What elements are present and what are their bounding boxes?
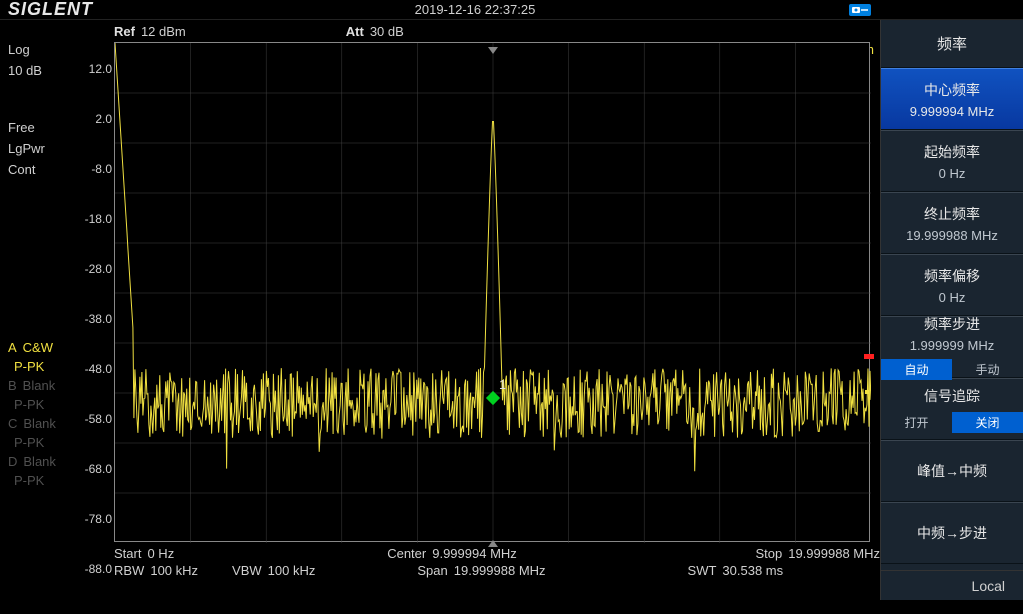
ref-value: 12 dBm [141,24,186,39]
topbar: SIGLENT 2019-12-16 22:37:25 [0,0,1023,20]
stop-value: 19.999988 MHz [788,546,880,561]
trace-c-mode: Blank [23,416,56,431]
ytick: -8.0 [80,164,112,214]
sidebar-header: 频率 [881,20,1023,68]
ytick: -28.0 [80,264,112,314]
sidebar-btn-6[interactable]: 峰值→中频 [881,440,1023,502]
att-value: 30 dB [370,24,404,39]
sidebar-btn-sub: 19.999988 MHz [906,228,998,243]
sidebar-btn-0[interactable]: 中心频率 9.999994 MHz [881,68,1023,130]
stop-label: Stop [755,546,782,561]
usb-icon [849,4,871,16]
ytick: -78.0 [80,514,112,564]
sidebar-btn-label: 终止频率 [924,204,980,224]
sweep-mode: Cont [8,162,62,177]
start-label: Start [114,546,141,561]
trig-mode: Free [8,120,62,135]
timestamp: 2019-12-16 22:37:25 [110,2,840,17]
swt-label: SWT [688,563,717,578]
toggle-left[interactable]: 打开 [881,412,952,433]
vbw-label: VBW [232,563,262,578]
trace-b-det: P-PK [14,397,44,412]
sidebar-btn-label: 信号追踪 [924,386,980,406]
trace-b-letter: B [8,378,17,393]
ytick: -38.0 [80,314,112,364]
marker-number: 1 [499,377,506,392]
sidebar-toggle[interactable]: 打开关闭 [881,412,1023,433]
ytick: 12.0 [80,64,112,114]
center-tick-bottom-icon [488,535,498,542]
ref-label: Ref [114,24,135,39]
toggle-right[interactable]: 手动 [952,359,1023,380]
mode-indicator-icon [865,390,869,394]
scale-div: 10 dB [8,63,62,78]
left-status-col: Log 10 dB Free LgPwr Cont [0,20,62,600]
sidebar-btn-label: 起始频率 [924,142,980,162]
center-value: 9.999994 MHz [432,546,517,561]
sidebar-btn-label: 频率偏移 [924,266,980,286]
swt-value: 30.538 ms [722,563,783,578]
bottom-info: Start 0 Hz Center 9.999994 MHz Stop 19.9999… [62,542,880,578]
trace-a-letter: A [8,340,17,355]
sidebar-btn-7[interactable]: 中频→步进 [881,502,1023,564]
sidebar-btn-sub: 1.999999 MHz [910,338,995,353]
sidebar-btn-label: 中心频率 [924,80,980,100]
ytick: -48.0 [80,364,112,414]
sidebar-btn-label: 频率步进 [924,314,980,334]
brand-logo: SIGLENT [0,0,110,20]
sidebar-btn-3[interactable]: 频率偏移 0 Hz [881,254,1023,316]
center-tick-top-icon [488,42,498,49]
trace-d-mode: Blank [23,454,56,469]
sidebar-btn-sub: 0 Hz [939,166,966,181]
trace-c-letter: C [8,416,17,431]
ref-level-tick-icon [864,354,874,359]
trace-a-mode: C&W [23,340,53,355]
sidebar-footer: Local [881,570,1023,600]
sidebar-btn-label: 峰值→中频 [917,461,987,481]
sidebar-btn-sub: 9.999994 MHz [910,104,995,119]
sidebar-btn-4[interactable]: 频率步进 1.999999 MHz 自动手动 [881,316,1023,378]
sidebar-toggle[interactable]: 自动手动 [881,359,1023,380]
sidebar-btn-2[interactable]: 终止频率 19.999988 MHz [881,192,1023,254]
start-value: 0 Hz [147,546,174,561]
ytick: -88.0 [80,564,112,614]
ytick: -18.0 [80,214,112,264]
sidebar-btn-1[interactable]: 起始频率 0 Hz [881,130,1023,192]
toggle-right[interactable]: 关闭 [952,412,1023,433]
sidebar-btn-label: 中频→步进 [917,523,987,543]
trace-b-mode: Blank [23,378,56,393]
y-axis-labels: 12.0 2.0 -8.0 -18.0 -28.0 -38.0 -48.0 -5… [80,64,112,614]
spectrum-svg [115,43,871,543]
power-mode: LgPwr [8,141,62,156]
rbw-label: RBW [114,563,144,578]
att-label: Att [346,24,364,39]
span-value: 19.999988 MHz [454,563,546,578]
plot-area: Ref12 dBm Att30 dB > M1 9.999994 MHz -59… [62,20,880,600]
sidebar-btn-sub: 0 Hz [939,290,966,305]
scale-type: Log [8,42,62,57]
sidebar: 频率 中心频率 9.999994 MHz 起始频率 0 Hz 终止频率 19.999988… [880,20,1023,600]
ytick: -68.0 [80,464,112,514]
center-label: Center [387,546,426,561]
rbw-value: 100 kHz [150,563,198,578]
ytick: 2.0 [80,114,112,164]
spectrum-display[interactable]: 1 [114,42,870,542]
ytick: -58.0 [80,414,112,464]
trace-a-det: P-PK [14,359,44,374]
span-label: Span [417,563,447,578]
sidebar-btn-5[interactable]: 信号追踪打开关闭 [881,378,1023,440]
trace-c-det: P-PK [14,435,44,450]
trace-d-letter: D [8,454,17,469]
info-row: Ref 12 dBm Att 30 dB [62,20,880,42]
usb-indicator [840,4,880,16]
vbw-value: 100 kHz [268,563,316,578]
trace-d-det: P-PK [14,473,44,488]
toggle-left[interactable]: 自动 [881,359,952,380]
trace-labels: A C&W P-PK B Blank P-PK C Blank P-PK D Blank… [8,340,56,492]
